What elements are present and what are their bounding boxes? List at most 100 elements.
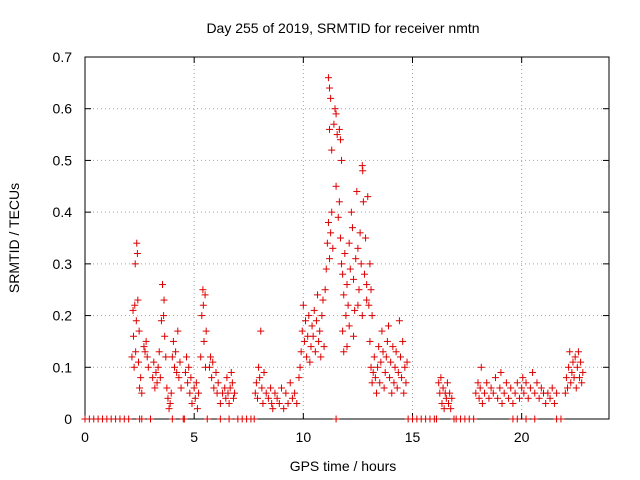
data-point: [327, 94, 335, 102]
data-point: [382, 353, 390, 361]
data-point: [520, 389, 528, 397]
data-point: [476, 384, 484, 392]
data-point: [362, 234, 370, 242]
data-point: [153, 379, 161, 387]
data-point: [222, 394, 230, 402]
data-point: [489, 389, 497, 397]
data-point: [225, 415, 233, 423]
data-point: [147, 415, 154, 423]
data-point: [391, 363, 399, 371]
data-point: [300, 337, 308, 345]
data-point: [360, 270, 368, 278]
data-point: [284, 399, 292, 407]
data-point: [317, 353, 325, 361]
data-point: [518, 384, 526, 392]
data-point: [357, 260, 365, 268]
data-point: [437, 374, 445, 382]
data-point: [314, 291, 322, 299]
data-point: [327, 229, 335, 237]
data-point: [152, 368, 160, 376]
data-point: [144, 363, 152, 371]
data-point: [260, 368, 268, 376]
data-point: [574, 348, 582, 356]
data-point: [311, 348, 319, 356]
data-point: [143, 353, 151, 361]
data-point: [309, 332, 317, 340]
data-point: [142, 337, 150, 345]
data-point: [333, 131, 341, 139]
data-point: [280, 405, 288, 413]
data-point: [175, 374, 183, 382]
data-point: [567, 379, 575, 387]
data-point: [229, 394, 237, 402]
data-point: [193, 405, 201, 413]
data-point: [377, 358, 385, 366]
data-point: [296, 363, 304, 371]
data-point: [156, 374, 164, 382]
data-point: [297, 348, 305, 356]
data-point: [286, 379, 294, 387]
data-point: [136, 384, 144, 392]
data-point: [336, 234, 344, 242]
data-point: [169, 337, 177, 345]
data-point: [201, 291, 209, 299]
data-point: [498, 399, 506, 407]
data-point: [203, 415, 211, 423]
data-point: [199, 301, 207, 309]
data-point: [438, 399, 446, 407]
y-tick-label: 0.1: [53, 359, 73, 375]
data-point: [183, 353, 191, 361]
data-point: [378, 327, 386, 335]
data-point: [323, 239, 331, 247]
data-point: [180, 415, 188, 423]
y-tick-label: 0.5: [53, 152, 73, 168]
data-point: [342, 312, 350, 320]
data-point: [346, 265, 354, 273]
data-point: [177, 384, 185, 392]
data-point: [216, 399, 224, 407]
data-point: [379, 348, 387, 356]
data-point: [522, 379, 530, 387]
data-point: [392, 348, 400, 356]
data-point: [372, 389, 380, 397]
data-point: [491, 374, 499, 382]
data-point: [354, 244, 362, 252]
data-point: [440, 405, 448, 413]
data-point: [375, 343, 383, 351]
data-point: [138, 415, 146, 423]
data-point: [338, 260, 346, 268]
data-point: [340, 348, 348, 356]
data-point: [402, 379, 410, 387]
data-point: [522, 415, 530, 423]
data-point: [202, 327, 210, 335]
y-tick-label: 0.7: [53, 49, 73, 65]
data-point: [226, 384, 234, 392]
data-point: [477, 363, 485, 371]
y-axis-label: SRMTID / TECUs: [6, 183, 22, 293]
x-tick-label: 0: [81, 429, 89, 445]
data-point: [128, 353, 136, 361]
data-point: [295, 374, 303, 382]
data-point: [386, 374, 394, 382]
data-point: [262, 389, 270, 397]
data-point: [186, 389, 194, 397]
data-point: [324, 74, 332, 82]
data-point: [132, 348, 140, 356]
data-point: [368, 379, 376, 387]
data-point: [515, 394, 523, 402]
data-point: [353, 187, 361, 195]
data-point: [355, 286, 363, 294]
data-point: [500, 389, 508, 397]
data-point: [399, 337, 407, 345]
data-point: [340, 291, 348, 299]
data-point: [433, 415, 441, 423]
data-point: [318, 312, 326, 320]
data-point: [496, 384, 504, 392]
data-point: [347, 208, 355, 216]
data-point: [448, 394, 456, 402]
data-point: [324, 218, 332, 226]
data-point: [255, 363, 263, 371]
data-point: [212, 368, 220, 376]
